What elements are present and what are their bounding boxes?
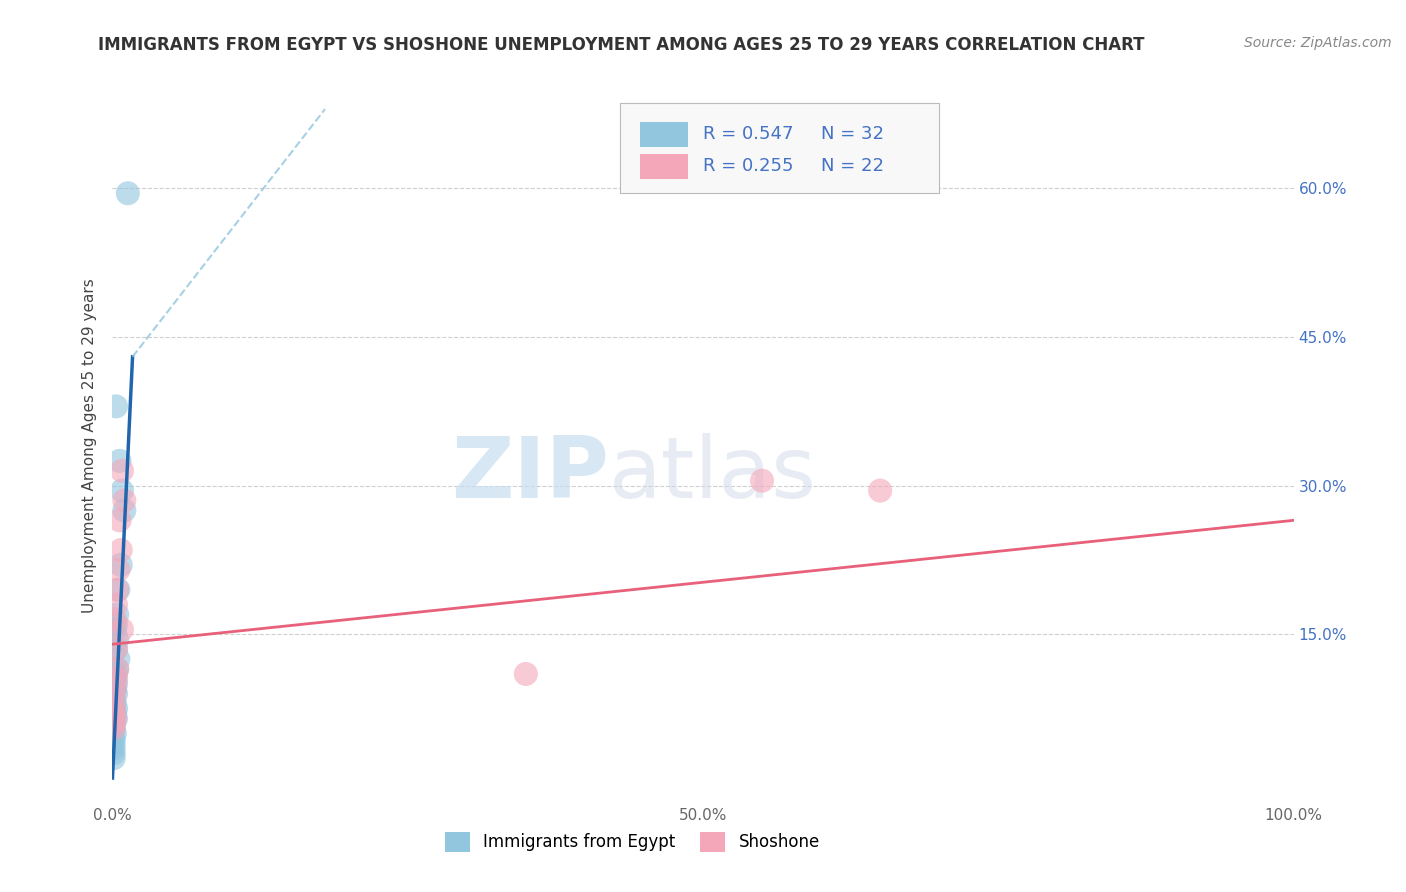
Point	[104, 623, 127, 637]
Point	[103, 736, 125, 750]
Point	[103, 746, 125, 760]
Text: R = 0.547: R = 0.547	[703, 125, 793, 143]
Text: N = 22: N = 22	[821, 157, 884, 175]
Point	[105, 642, 128, 657]
Text: ZIP: ZIP	[451, 433, 609, 516]
Point	[105, 687, 128, 701]
Point	[103, 706, 125, 721]
Point	[103, 751, 125, 765]
Point	[112, 493, 135, 508]
Text: IMMIGRANTS FROM EGYPT VS SHOSHONE UNEMPLOYMENT AMONG AGES 25 TO 29 YEARS CORRELA: IMMIGRANTS FROM EGYPT VS SHOSHONE UNEMPL…	[98, 36, 1144, 54]
Point	[107, 563, 129, 577]
Point	[105, 607, 128, 622]
Point	[104, 681, 127, 696]
Text: Source: ZipAtlas.com: Source: ZipAtlas.com	[1244, 36, 1392, 50]
Point	[108, 513, 131, 527]
Text: atlas: atlas	[609, 433, 817, 516]
Point	[105, 642, 128, 657]
Point	[107, 582, 129, 597]
Point	[105, 632, 128, 647]
Point	[103, 701, 125, 715]
Point	[103, 741, 125, 756]
Point	[110, 558, 132, 572]
Point	[105, 662, 128, 676]
Point	[111, 464, 134, 478]
Legend: Immigrants from Egypt, Shoshone: Immigrants from Egypt, Shoshone	[437, 825, 827, 859]
Point	[105, 400, 128, 414]
Text: N = 32: N = 32	[821, 125, 884, 143]
Point	[751, 474, 773, 488]
Point	[104, 706, 127, 721]
Point	[117, 186, 139, 201]
FancyBboxPatch shape	[640, 121, 688, 146]
Point	[104, 726, 127, 740]
Point	[105, 712, 128, 726]
Text: R = 0.255: R = 0.255	[703, 157, 793, 175]
Point	[112, 503, 135, 517]
Point	[104, 681, 127, 696]
Point	[107, 652, 129, 666]
Point	[104, 697, 127, 711]
Point	[104, 612, 127, 626]
Point	[103, 716, 125, 731]
Y-axis label: Unemployment Among Ages 25 to 29 years: Unemployment Among Ages 25 to 29 years	[82, 278, 97, 614]
Point	[105, 677, 128, 691]
Point	[105, 598, 128, 612]
Point	[869, 483, 891, 498]
Point	[108, 454, 131, 468]
Point	[105, 667, 128, 681]
Point	[103, 691, 125, 706]
Point	[103, 731, 125, 746]
Point	[111, 623, 134, 637]
Point	[103, 722, 125, 736]
Point	[105, 662, 128, 676]
Point	[104, 712, 127, 726]
Point	[103, 716, 125, 731]
Point	[111, 483, 134, 498]
Point	[105, 617, 128, 632]
Point	[105, 582, 128, 597]
FancyBboxPatch shape	[620, 103, 939, 193]
Point	[105, 701, 128, 715]
FancyBboxPatch shape	[640, 153, 688, 178]
Point	[104, 672, 127, 686]
Point	[103, 722, 125, 736]
Point	[105, 672, 128, 686]
Point	[110, 543, 132, 558]
Point	[103, 691, 125, 706]
Point	[515, 667, 537, 681]
